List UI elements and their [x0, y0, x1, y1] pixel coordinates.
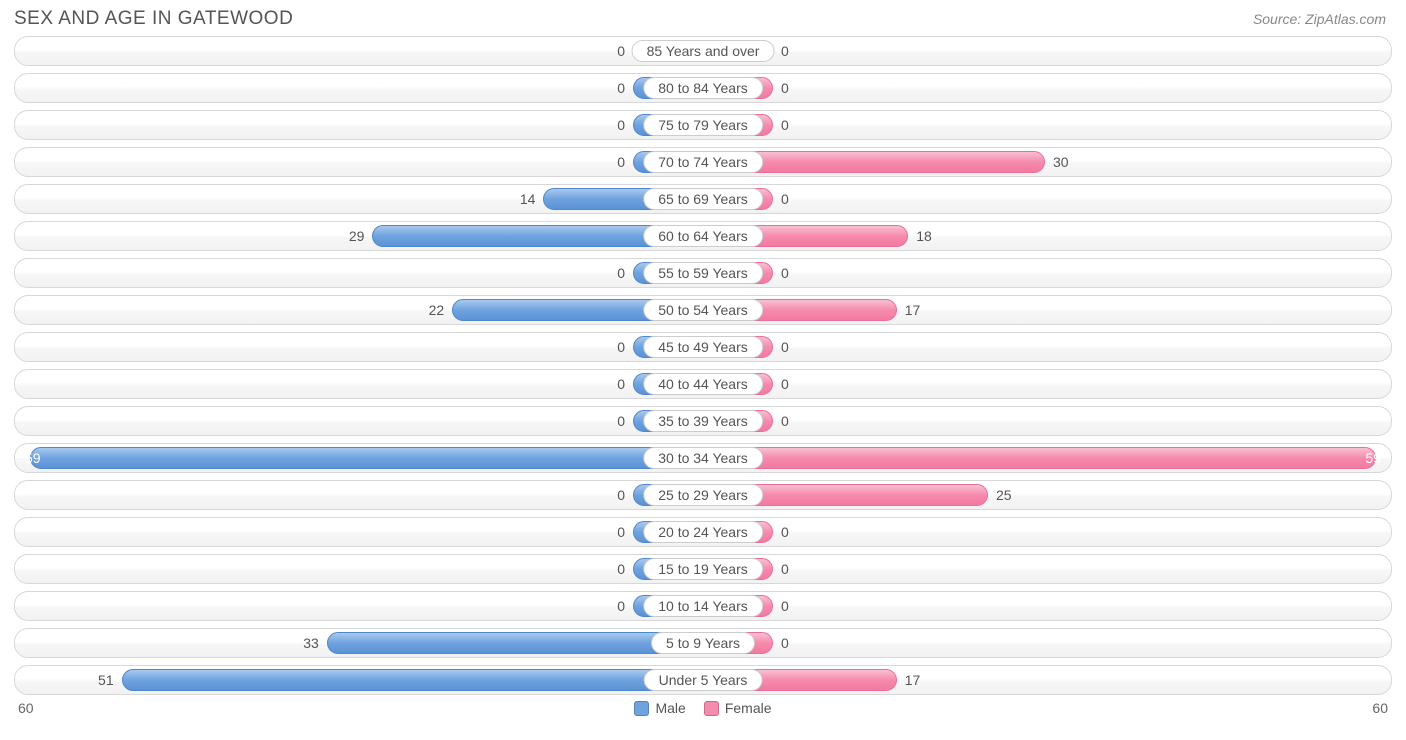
chart-row: 22 17 50 to 54 Years: [14, 295, 1392, 325]
axis-max-left: 60: [18, 700, 34, 716]
legend-label-male: Male: [655, 700, 685, 716]
chart-row: 59 59 30 to 34 Years: [14, 443, 1392, 473]
male-value: 0: [617, 373, 625, 395]
male-value: 51: [98, 669, 114, 691]
category-label: 45 to 49 Years: [643, 336, 763, 358]
male-value: 14: [520, 188, 536, 210]
male-value: 59: [25, 447, 41, 469]
chart-footer: 60 Male Female 60: [0, 700, 1406, 716]
chart-row: 0 0 35 to 39 Years: [14, 406, 1392, 436]
chart-row: 0 25 25 to 29 Years: [14, 480, 1392, 510]
male-bar: [30, 447, 703, 469]
category-label: 10 to 14 Years: [643, 595, 763, 617]
chart-row: 0 0 75 to 79 Years: [14, 110, 1392, 140]
category-label: 55 to 59 Years: [643, 262, 763, 284]
chart-area: 0 0 85 Years and over 0 0 80 to 84 Years 0 0 75 …: [0, 34, 1406, 695]
male-swatch-icon: [634, 701, 649, 716]
chart-source: Source: ZipAtlas.com: [1253, 11, 1386, 27]
legend-item-male: Male: [634, 700, 685, 716]
chart-row: 0 0 45 to 49 Years: [14, 332, 1392, 362]
category-label: 70 to 74 Years: [643, 151, 763, 173]
category-label: 65 to 69 Years: [643, 188, 763, 210]
female-value: 0: [781, 336, 789, 358]
chart-row: 33 0 5 to 9 Years: [14, 628, 1392, 658]
female-value: 30: [1053, 151, 1069, 173]
female-value: 0: [781, 262, 789, 284]
female-value: 0: [781, 77, 789, 99]
male-value: 0: [617, 77, 625, 99]
male-value: 33: [303, 632, 319, 654]
female-value: 0: [781, 40, 789, 62]
category-label: 30 to 34 Years: [643, 447, 763, 469]
chart-row: 0 30 70 to 74 Years: [14, 147, 1392, 177]
chart-header: SEX AND AGE IN GATEWOOD Source: ZipAtlas…: [0, 0, 1406, 34]
legend-label-female: Female: [725, 700, 772, 716]
category-label: 60 to 64 Years: [643, 225, 763, 247]
male-value: 0: [617, 151, 625, 173]
female-swatch-icon: [704, 701, 719, 716]
chart-row: 0 0 40 to 44 Years: [14, 369, 1392, 399]
female-bar: [703, 447, 1376, 469]
category-label: 75 to 79 Years: [643, 114, 763, 136]
chart-row: 0 0 55 to 59 Years: [14, 258, 1392, 288]
category-label: Under 5 Years: [644, 669, 763, 691]
chart-row: 29 18 60 to 64 Years: [14, 221, 1392, 251]
female-value: 0: [781, 521, 789, 543]
category-label: 15 to 19 Years: [643, 558, 763, 580]
legend-item-female: Female: [704, 700, 772, 716]
female-value: 0: [781, 632, 789, 654]
female-value: 0: [781, 595, 789, 617]
chart-row: 0 0 80 to 84 Years: [14, 73, 1392, 103]
male-value: 0: [617, 484, 625, 506]
legend: Male Female: [634, 700, 771, 716]
female-value: 0: [781, 114, 789, 136]
female-value: 17: [905, 299, 921, 321]
male-bar: [122, 669, 703, 691]
chart-row: 51 17 Under 5 Years: [14, 665, 1392, 695]
category-label: 80 to 84 Years: [643, 77, 763, 99]
category-label: 85 Years and over: [632, 40, 775, 62]
chart-row: 0 0 20 to 24 Years: [14, 517, 1392, 547]
female-value: 18: [916, 225, 932, 247]
category-label: 35 to 39 Years: [643, 410, 763, 432]
category-label: 20 to 24 Years: [643, 521, 763, 543]
axis-max-right: 60: [1372, 700, 1388, 716]
female-value: 0: [781, 188, 789, 210]
female-value: 0: [781, 558, 789, 580]
category-label: 5 to 9 Years: [651, 632, 755, 654]
male-value: 0: [617, 40, 625, 62]
male-value: 29: [349, 225, 365, 247]
male-value: 0: [617, 336, 625, 358]
chart-row: 14 0 65 to 69 Years: [14, 184, 1392, 214]
male-value: 22: [429, 299, 445, 321]
category-label: 50 to 54 Years: [643, 299, 763, 321]
female-value: 59: [1365, 447, 1381, 469]
chart-row: 0 0 85 Years and over: [14, 36, 1392, 66]
category-label: 25 to 29 Years: [643, 484, 763, 506]
male-bar: [327, 632, 703, 654]
male-value: 0: [617, 114, 625, 136]
chart-row: 0 0 15 to 19 Years: [14, 554, 1392, 584]
female-value: 25: [996, 484, 1012, 506]
female-value: 0: [781, 373, 789, 395]
chart-row: 0 0 10 to 14 Years: [14, 591, 1392, 621]
category-label: 40 to 44 Years: [643, 373, 763, 395]
chart-title: SEX AND AGE IN GATEWOOD: [14, 8, 293, 30]
male-value: 0: [617, 558, 625, 580]
male-value: 0: [617, 595, 625, 617]
female-value: 17: [905, 669, 921, 691]
male-value: 0: [617, 262, 625, 284]
male-value: 0: [617, 410, 625, 432]
male-value: 0: [617, 521, 625, 543]
female-value: 0: [781, 410, 789, 432]
